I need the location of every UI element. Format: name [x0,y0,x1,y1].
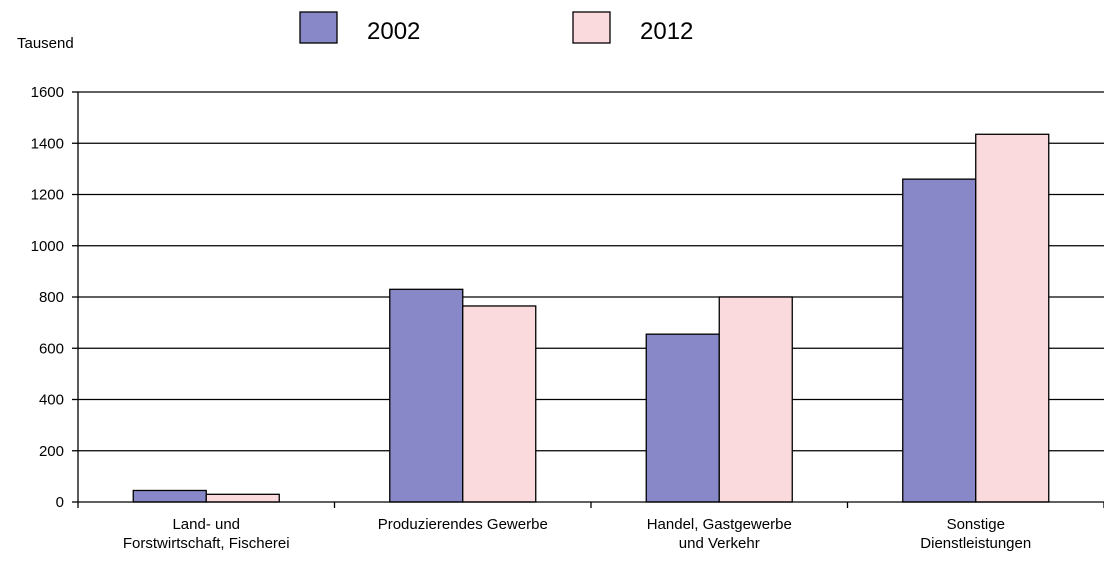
x-axis [77,92,1104,508]
legend-label-2012: 2012 [640,18,693,45]
y-tick-label: 1200 [31,187,64,204]
bar-2002-2 [645,333,720,503]
y-axis-title: Tausend [17,35,74,52]
legend-swatch-2002 [299,11,338,44]
x-tick-label: Sonstige Dienstleistungen [920,516,1031,552]
bars [132,133,1050,503]
y-tick-label: 600 [39,340,64,357]
x-axis-labels: Land- und Forstwirtschaft, Fischerei Produ… [123,516,1031,552]
bar-2012-0 [205,493,280,503]
bar-2002-0 [132,489,207,503]
y-tick-label: 0 [56,494,64,511]
y-axis-ticks: 0 200 400 600 800 1000 1200 1400 1600 [31,84,78,511]
legend-swatch-2012 [572,11,611,44]
x-tick-label: Land- und Forstwirtschaft, Fischerei [123,516,290,552]
y-tick-label: 1600 [31,84,64,101]
y-tick-label: 1400 [31,135,64,152]
y-tick-label: 400 [39,392,64,409]
legend-label-2002: 2002 [367,18,420,45]
bar-2012-1 [462,305,537,503]
y-tick-label: 800 [39,289,64,306]
bar-2012-3 [975,133,1050,503]
x-tick-label: Handel, Gastgewerbe und Verkehr [647,516,792,552]
y-tick-label: 200 [39,443,64,460]
bar-2002-3 [902,178,977,503]
bar-2002-1 [389,288,464,503]
legend: 2002 2012 [299,11,693,45]
bar-2012-2 [718,296,793,503]
y-tick-label: 1000 [31,238,64,255]
gridlines [78,91,1104,452]
x-tick-label: Produzierendes Gewerbe [378,516,548,533]
